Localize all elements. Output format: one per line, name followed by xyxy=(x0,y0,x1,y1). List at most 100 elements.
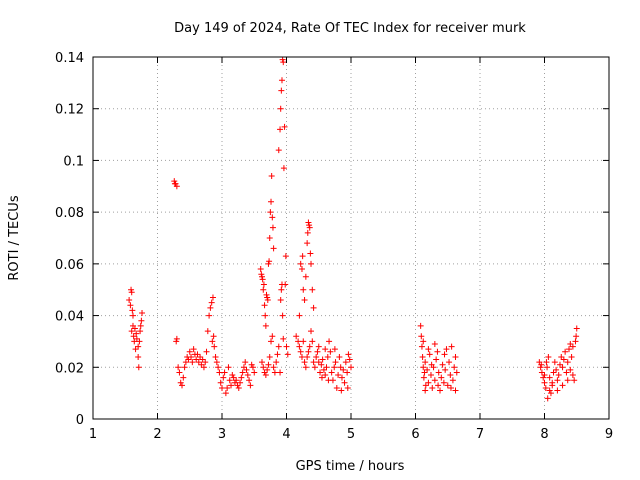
data-point-marker xyxy=(422,387,429,394)
data-point-marker xyxy=(429,384,436,391)
data-point-marker xyxy=(281,123,288,130)
data-point-marker xyxy=(305,219,312,226)
data-point-marker xyxy=(322,346,329,353)
data-point-marker xyxy=(222,390,229,397)
data-point-marker xyxy=(419,353,426,360)
data-point-marker xyxy=(129,307,136,314)
data-point-marker xyxy=(568,353,575,360)
data-point-marker xyxy=(547,390,554,397)
data-point-marker xyxy=(567,341,574,348)
data-point-marker xyxy=(194,351,201,358)
data-point-marker xyxy=(541,379,548,386)
data-point-marker xyxy=(264,294,271,301)
data-point-marker xyxy=(437,387,444,394)
data-points xyxy=(126,56,580,402)
data-point-marker xyxy=(425,379,432,386)
data-point-marker xyxy=(266,353,273,360)
data-point-marker xyxy=(127,302,134,309)
data-point-marker xyxy=(304,229,311,236)
data-point-marker xyxy=(546,387,553,394)
data-point-marker xyxy=(558,353,565,360)
data-point-marker xyxy=(215,364,222,371)
data-point-marker xyxy=(418,333,425,340)
data-point-marker xyxy=(439,361,446,368)
data-point-marker xyxy=(270,245,277,252)
data-point-marker xyxy=(244,372,251,379)
data-point-marker xyxy=(231,379,238,386)
data-point-marker xyxy=(175,364,182,371)
data-point-marker xyxy=(171,178,178,185)
data-point-marker xyxy=(307,250,314,257)
x-axis-label: GPS time / hours xyxy=(296,459,405,474)
data-point-marker xyxy=(209,294,216,301)
data-point-marker xyxy=(200,364,207,371)
data-point-marker xyxy=(202,359,209,366)
x-tick-label: 6 xyxy=(411,427,419,442)
data-point-marker xyxy=(453,369,460,376)
data-point-marker xyxy=(328,369,335,376)
data-point-marker xyxy=(251,369,258,376)
data-point-marker xyxy=(336,353,343,360)
data-point-marker xyxy=(131,325,138,332)
data-point-marker xyxy=(243,366,250,373)
data-point-marker xyxy=(309,338,316,345)
data-point-marker xyxy=(190,346,197,353)
data-point-marker xyxy=(300,286,307,293)
data-point-marker xyxy=(135,364,142,371)
data-point-marker xyxy=(326,338,333,345)
data-point-marker xyxy=(208,299,215,306)
data-point-marker xyxy=(259,276,266,283)
data-point-marker xyxy=(424,366,431,373)
data-point-marker xyxy=(235,384,242,391)
data-point-marker xyxy=(274,351,281,358)
data-point-marker xyxy=(323,364,330,371)
data-point-marker xyxy=(555,372,562,379)
data-point-marker xyxy=(449,377,456,384)
data-point-marker xyxy=(221,369,228,376)
data-point-marker xyxy=(180,374,187,381)
data-point-marker xyxy=(300,338,307,345)
data-point-marker xyxy=(331,364,338,371)
data-point-marker xyxy=(261,369,268,376)
data-point-marker xyxy=(185,356,192,363)
data-point-marker xyxy=(206,312,213,319)
data-point-marker xyxy=(327,348,334,355)
data-point-marker xyxy=(266,258,273,265)
data-point-marker xyxy=(451,364,458,371)
data-point-marker xyxy=(275,343,282,350)
data-point-marker xyxy=(261,302,268,309)
data-point-marker xyxy=(242,359,249,366)
data-point-marker xyxy=(266,235,273,241)
data-point-marker xyxy=(301,359,308,366)
chart-title: Day 149 of 2024, Rate Of TEC Index for r… xyxy=(174,21,526,36)
data-point-marker xyxy=(229,372,236,379)
data-point-marker xyxy=(210,333,217,340)
data-point-marker xyxy=(314,348,321,355)
data-point-marker xyxy=(138,317,145,324)
data-point-marker xyxy=(280,59,287,66)
data-point-marker xyxy=(572,338,579,345)
data-point-marker xyxy=(305,348,312,355)
data-point-marker xyxy=(181,364,188,371)
data-point-marker xyxy=(566,346,573,353)
data-point-marker xyxy=(130,333,137,340)
data-point-marker xyxy=(199,356,206,363)
data-point-marker xyxy=(173,338,180,345)
data-point-marker xyxy=(569,372,576,379)
data-point-marker xyxy=(237,379,244,386)
data-point-marker xyxy=(297,348,304,355)
data-point-marker xyxy=(322,372,329,379)
data-point-marker xyxy=(203,348,210,355)
data-point-marker xyxy=(277,126,284,133)
data-point-marker xyxy=(137,328,144,335)
data-point-marker xyxy=(447,384,454,391)
data-point-marker xyxy=(562,348,569,355)
data-point-marker xyxy=(209,338,216,345)
data-point-marker xyxy=(277,105,284,112)
x-tick-label: 7 xyxy=(476,427,484,442)
data-point-marker xyxy=(268,198,275,205)
x-tick-label: 8 xyxy=(540,427,548,442)
y-tick-label: 0.02 xyxy=(55,361,84,376)
data-point-marker xyxy=(551,359,558,366)
data-point-marker xyxy=(279,312,286,319)
